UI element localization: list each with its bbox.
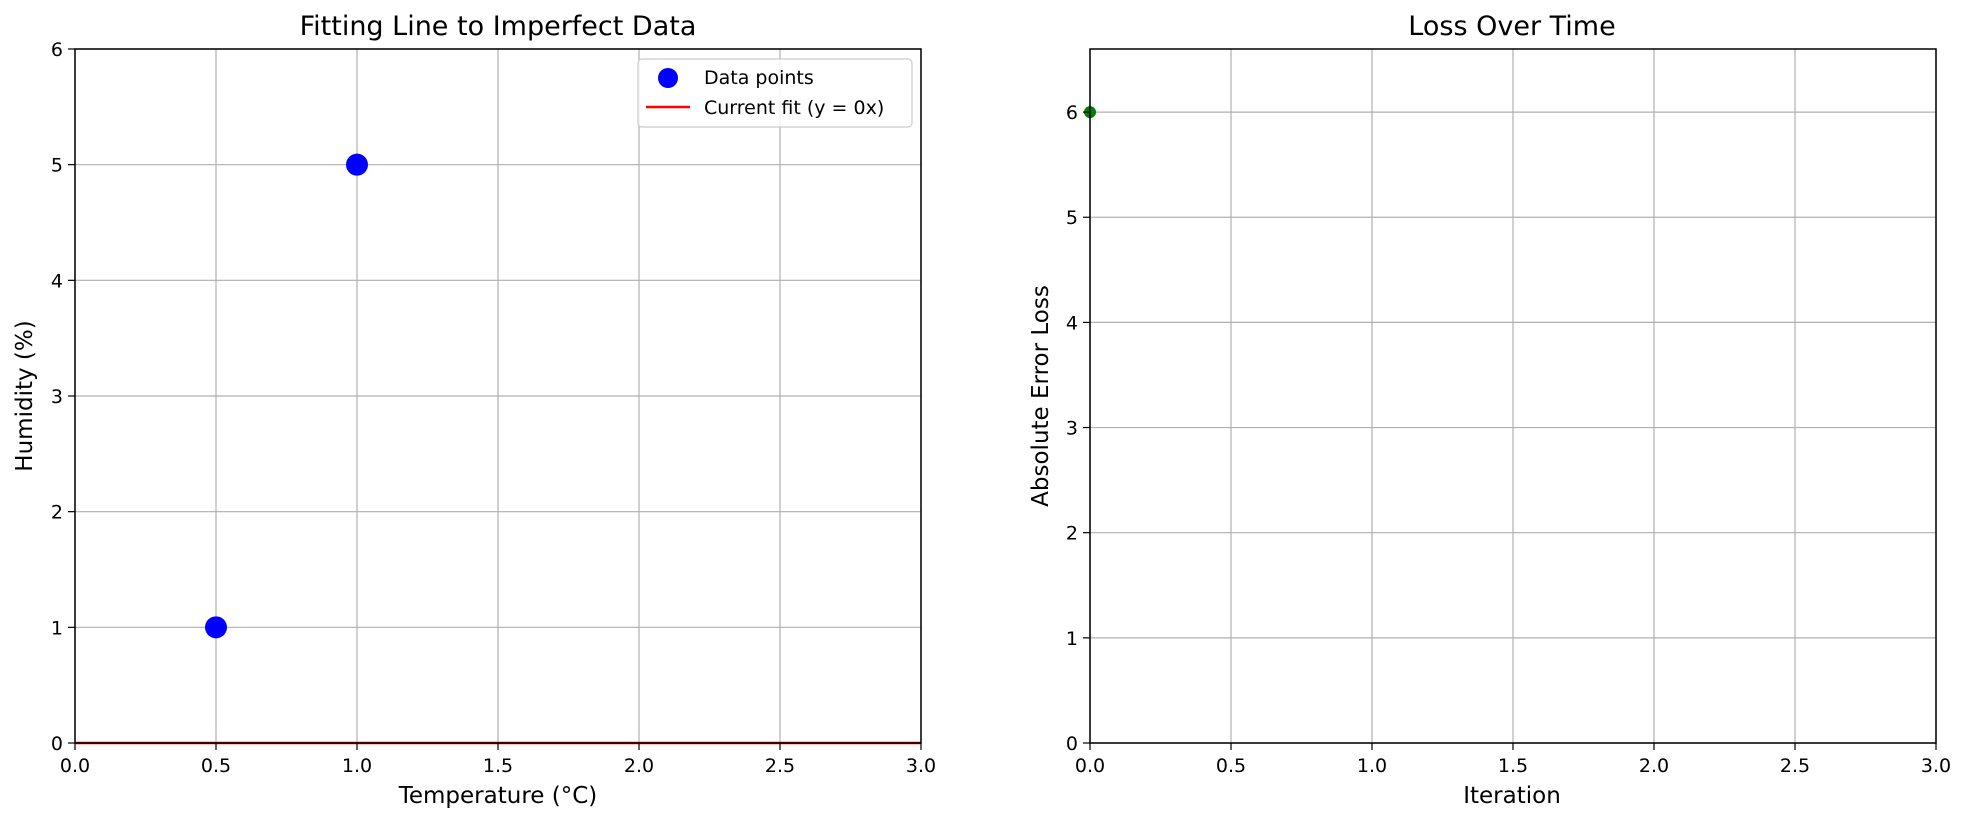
x-tick-label: 1.0 [342,755,372,777]
x-tick-label: 1.5 [483,755,513,777]
chart-loss-over-time: Loss Over Time 0.0 0.5 1.0 1.5 2.0 2.5 3.0 0 1 2… [1028,11,1951,809]
x-tick-label: 2.5 [1780,755,1810,777]
data-point [346,153,368,176]
grid [1089,49,1937,744]
legend-marker-data-points [658,68,678,88]
y-tick-label: 1 [1066,628,1078,650]
x-tick-label: 2.0 [624,755,654,777]
y-tick-label: 6 [51,39,63,61]
x-axis-label: Temperature (°C) [398,783,598,809]
y-axis-label: Absolute Error Loss [1028,285,1054,507]
legend-label-current-fit: Current fit (y = 0x) [704,97,884,119]
chart-title: Loss Over Time [1408,11,1615,42]
chart-title: Fitting Line to Imperfect Data [300,11,697,42]
x-tick-label: 3.0 [906,755,936,777]
x-axis-ticks: 0.0 0.5 1.0 1.5 2.0 2.5 3.0 [60,743,936,777]
x-tick-label: 1.0 [1357,755,1387,777]
x-tick-label: 0.5 [1216,755,1246,777]
x-tick-label: 0.0 [1075,755,1105,777]
x-axis-label: Iteration [1463,783,1561,809]
legend-label-data-points: Data points [704,67,814,89]
y-tick-label: 6 [1066,102,1078,124]
y-tick-label: 5 [51,155,63,177]
y-tick-label: 0 [1066,733,1078,755]
y-tick-label: 2 [51,502,63,524]
y-axis-ticks: 0 1 2 3 4 5 6 [1066,102,1090,755]
x-tick-label: 0.5 [201,755,231,777]
y-tick-label: 4 [1066,312,1078,334]
y-axis-ticks: 0 1 2 3 4 5 6 [51,39,75,755]
y-axis-label: Humidity (%) [12,320,38,471]
x-tick-label: 0.0 [60,755,90,777]
y-tick-label: 3 [51,386,63,408]
legend: Data points Current fit (y = 0x) [637,58,913,128]
chart-fitting-line: Fitting Line to Imperfect Data 0.0 0.5 1.0… [12,11,936,809]
x-tick-label: 1.5 [1498,755,1528,777]
x-tick-label: 3.0 [1921,755,1951,777]
x-tick-label: 2.5 [765,755,795,777]
data-point [205,616,227,639]
legend-frame [637,58,913,128]
y-tick-label: 2 [1066,523,1078,545]
y-tick-label: 0 [51,733,63,755]
y-tick-label: 1 [51,617,63,639]
grid [74,48,922,744]
y-tick-label: 5 [1066,207,1078,229]
y-tick-label: 3 [1066,418,1078,440]
x-axis-ticks: 0.0 0.5 1.0 1.5 2.0 2.5 3.0 [1075,743,1951,777]
x-tick-label: 2.0 [1639,755,1669,777]
y-tick-label: 4 [51,270,63,292]
